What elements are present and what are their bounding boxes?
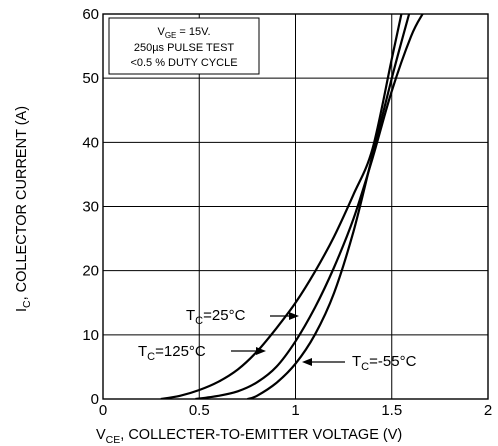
x-tick-label: 0.5	[189, 402, 210, 419]
y-tick-label: 0	[91, 391, 99, 408]
plot-area-frame	[102, 13, 489, 400]
x-tick-label: 0	[99, 402, 107, 419]
test-conditions-box: VGE = 15V. 250µs PULSE TEST <0.5 % DUTY …	[108, 17, 260, 75]
y-tick-label: 40	[82, 134, 99, 151]
series-label-25c: TC=25°C	[186, 307, 299, 327]
series-label-minus55c-text: TC=-55°C	[352, 353, 417, 373]
x-tick-label: 2	[484, 402, 492, 419]
conditions-line-3: <0.5 % DUTY CYCLE	[130, 57, 237, 69]
series-label-125c-text: TC=125°C	[138, 343, 206, 363]
series-curves	[160, 14, 424, 399]
y-tick-label: 30	[82, 199, 99, 216]
series-label-minus55c-arrowhead	[302, 358, 312, 366]
series-line-0	[195, 14, 424, 399]
conditions-line-1: VGE = 15V.	[157, 26, 210, 40]
series-label-125c-arrowhead	[256, 347, 266, 355]
series-line-2	[247, 14, 411, 399]
x-axis-title: VCE, COLLECTER-TO-EMITTER VOLTAGE (V)	[96, 427, 402, 446]
y-tick-label: 50	[82, 70, 99, 87]
y-tick-label: 60	[82, 6, 99, 23]
y-axis-title: IC, COLLECTOR CURRENT (A)	[14, 106, 33, 312]
series-label-125c: TC=125°C	[138, 343, 266, 363]
y-tick-label: 20	[82, 263, 99, 280]
series-label-25c-text: TC=25°C	[186, 307, 246, 327]
series-line-1	[160, 14, 403, 399]
y-tick-label: 10	[82, 327, 99, 344]
conditions-line-2: 250µs PULSE TEST	[134, 42, 235, 54]
x-tick-label: 1	[291, 402, 299, 419]
series-label-25c-arrowhead	[289, 312, 299, 320]
x-tick-label: 1.5	[381, 402, 402, 419]
series-label-minus55c: TC=-55°C	[302, 353, 417, 373]
